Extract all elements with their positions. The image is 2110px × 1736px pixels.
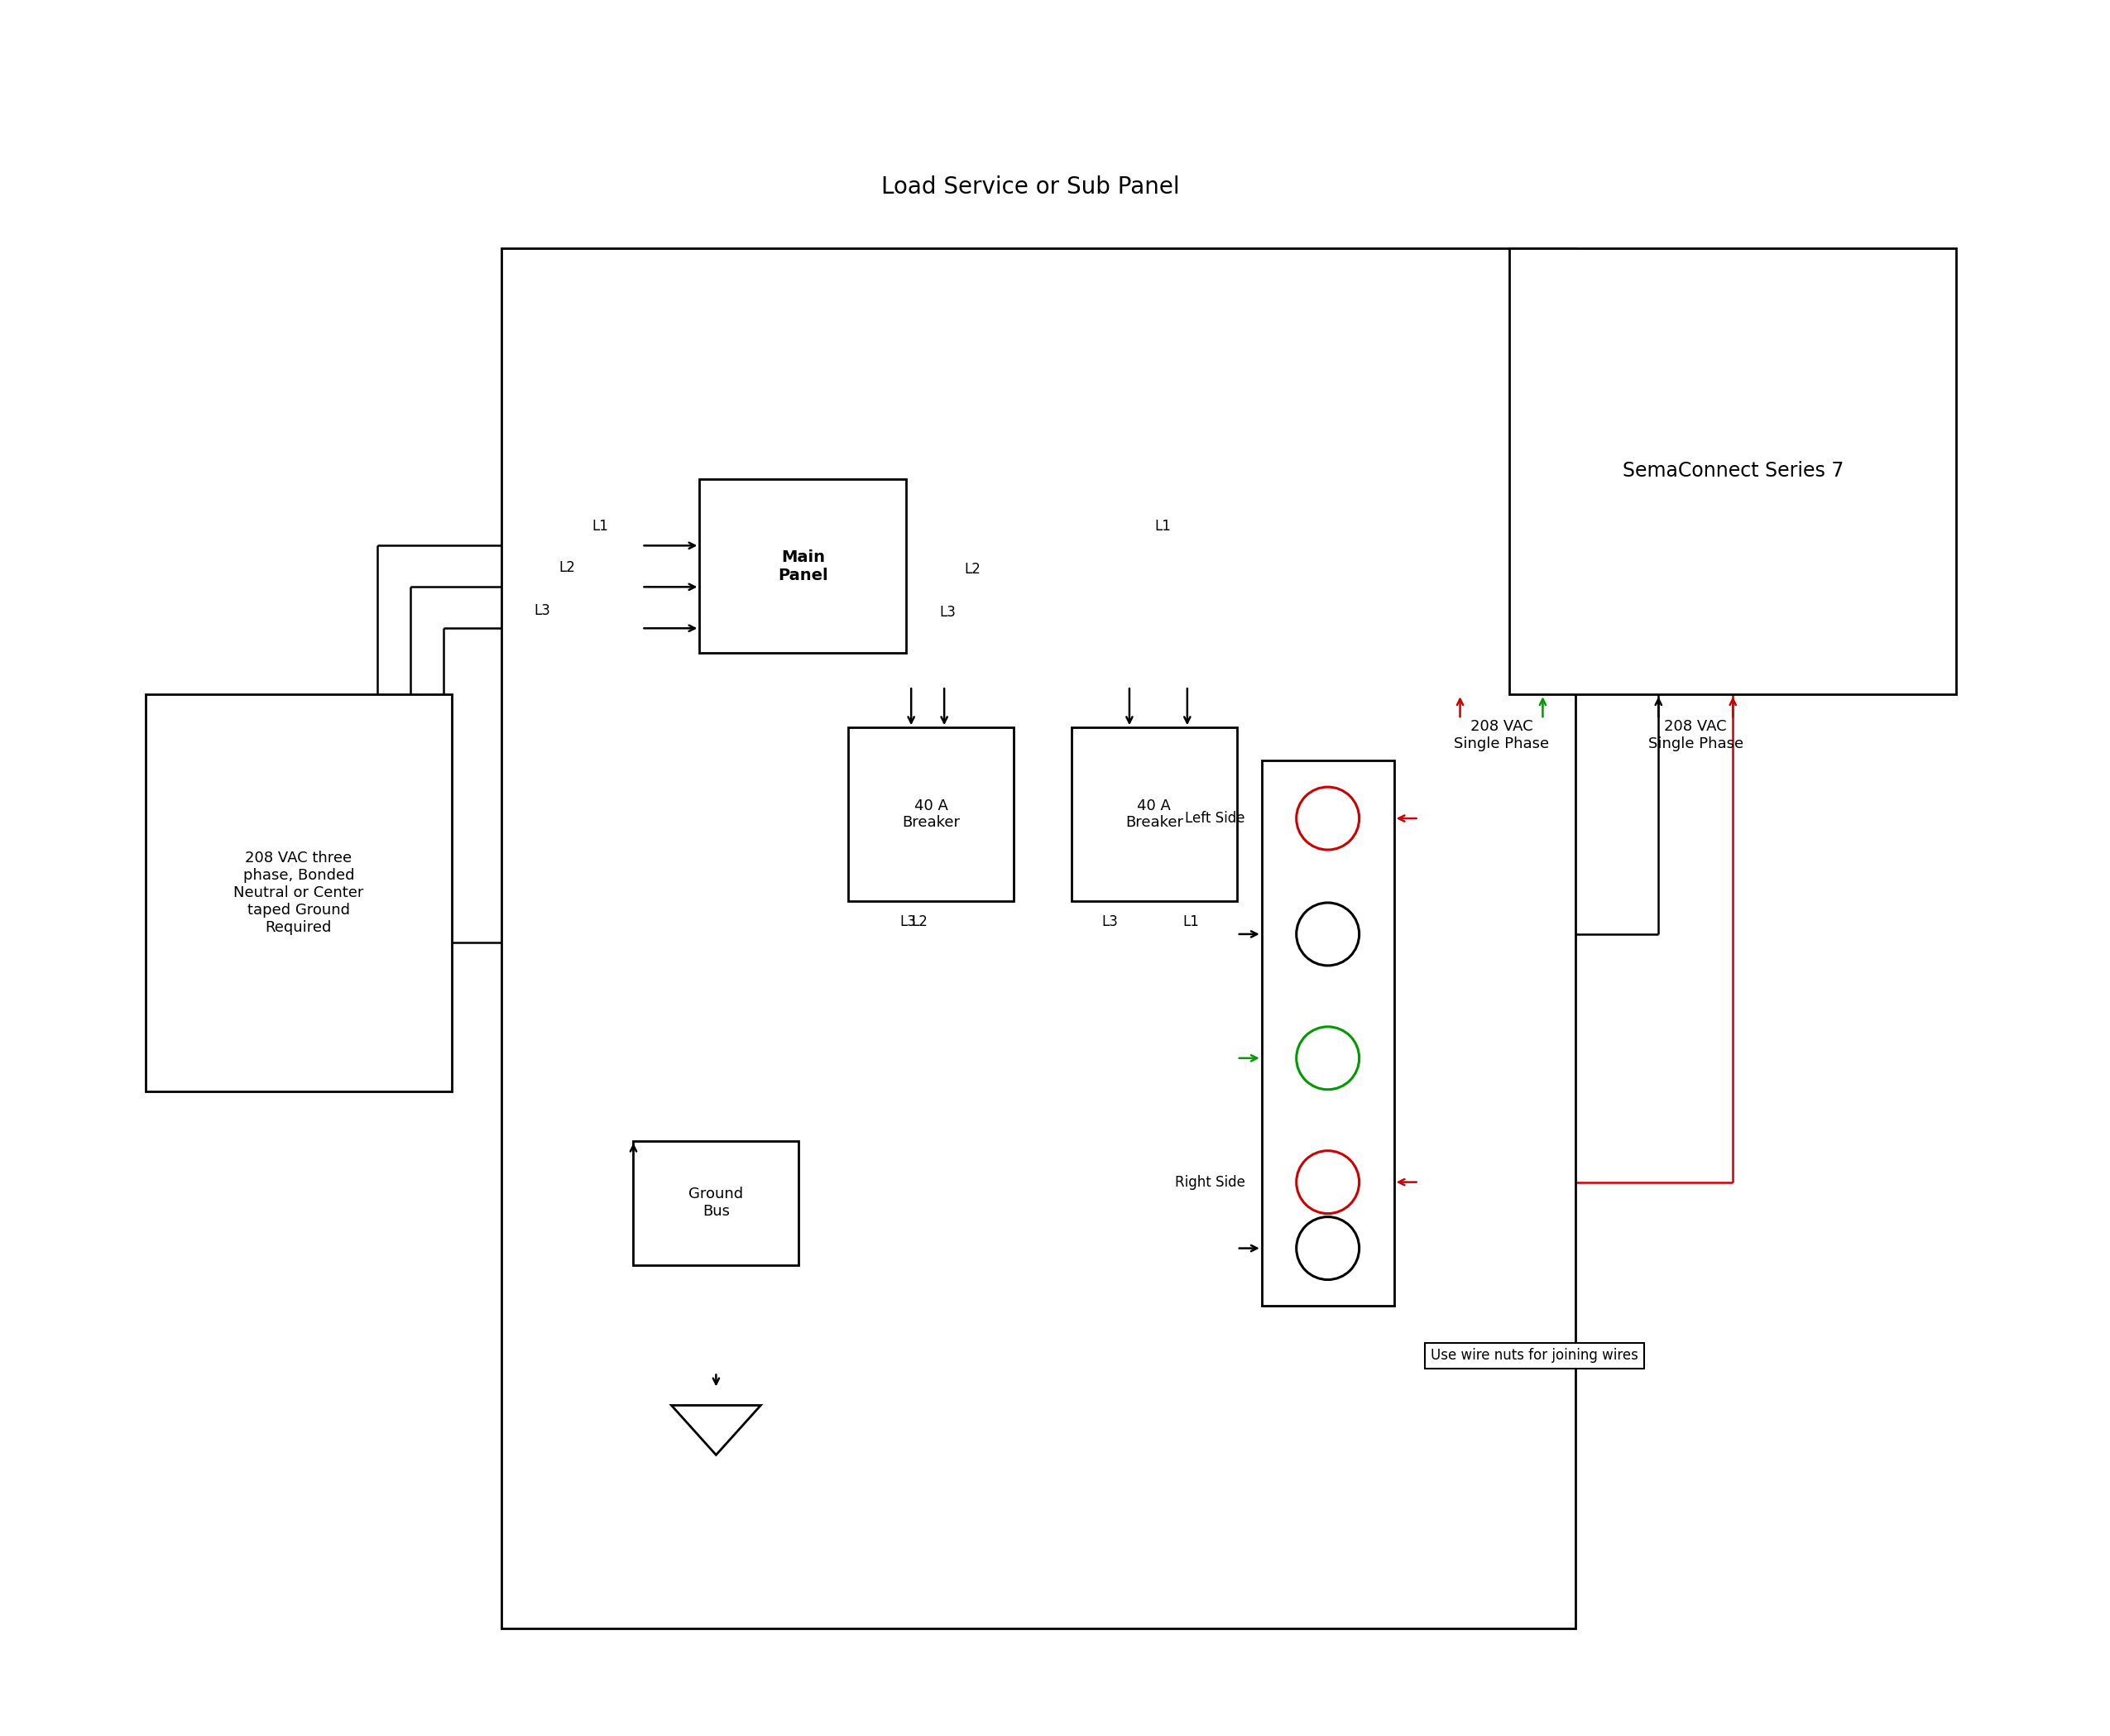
- Text: Use wire nuts for joining wires: Use wire nuts for joining wires: [1431, 1349, 1637, 1363]
- Text: Right Side: Right Side: [1175, 1175, 1245, 1189]
- Text: L2: L2: [559, 561, 576, 575]
- Text: L3: L3: [939, 606, 956, 620]
- Bar: [701, 479, 905, 653]
- Bar: [1072, 727, 1236, 901]
- Text: 40 A
Breaker: 40 A Breaker: [1125, 799, 1184, 830]
- Bar: [146, 694, 452, 1092]
- Circle shape: [1296, 903, 1359, 965]
- Text: 208 VAC
Single Phase: 208 VAC Single Phase: [1454, 719, 1549, 752]
- Circle shape: [1296, 786, 1359, 851]
- Text: SemaConnect Series 7: SemaConnect Series 7: [1623, 462, 1844, 481]
- Text: L1: L1: [1182, 915, 1198, 929]
- Circle shape: [1296, 1151, 1359, 1213]
- Text: L3: L3: [534, 604, 551, 618]
- Bar: [1262, 760, 1395, 1305]
- Circle shape: [1296, 1217, 1359, 1279]
- Text: L3: L3: [899, 915, 916, 929]
- Text: Main
Panel: Main Panel: [779, 549, 827, 583]
- Text: L1: L1: [593, 519, 608, 535]
- Text: L2: L2: [912, 915, 928, 929]
- Text: Load Service or Sub Panel: Load Service or Sub Panel: [882, 175, 1179, 198]
- Text: Ground
Bus: Ground Bus: [688, 1187, 743, 1219]
- Text: Left Side: Left Side: [1186, 811, 1245, 826]
- Bar: [502, 248, 1576, 1628]
- Text: L3: L3: [1101, 915, 1118, 929]
- Bar: [1509, 248, 1956, 694]
- Circle shape: [1296, 1026, 1359, 1090]
- Text: 40 A
Breaker: 40 A Breaker: [903, 799, 960, 830]
- Text: L2: L2: [964, 562, 981, 576]
- Bar: [633, 1141, 800, 1266]
- Text: L1: L1: [1154, 519, 1171, 535]
- Text: 208 VAC
Single Phase: 208 VAC Single Phase: [1648, 719, 1743, 752]
- Text: 208 VAC three
phase, Bonded
Neutral or Center
taped Ground
Required: 208 VAC three phase, Bonded Neutral or C…: [234, 851, 363, 934]
- Bar: [848, 727, 1013, 901]
